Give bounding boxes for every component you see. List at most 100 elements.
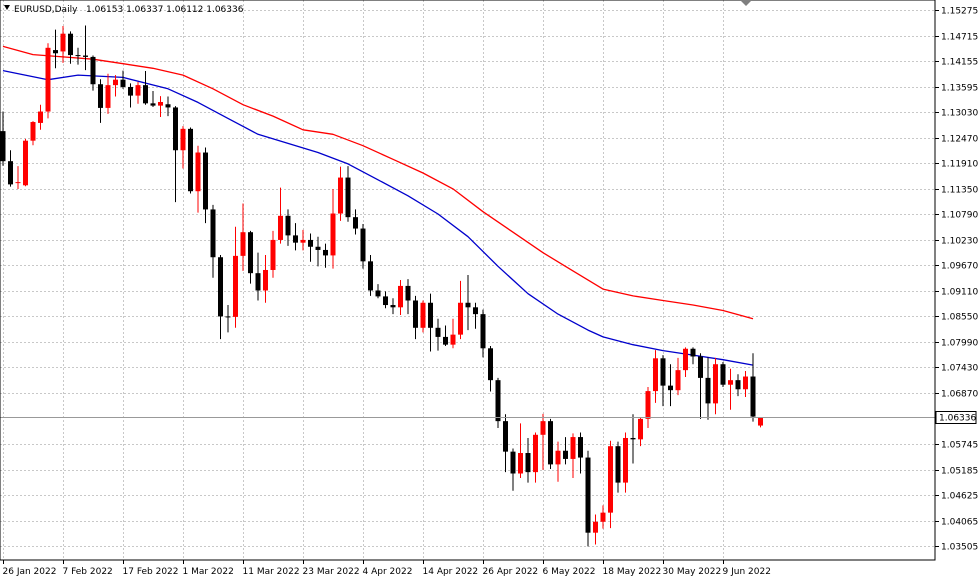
- candle-body: [503, 421, 508, 452]
- price-tick-label: 1.13595: [941, 84, 978, 94]
- candle: [105, 73, 111, 114]
- candle: [390, 298, 396, 315]
- candle-body: [638, 418, 643, 440]
- candle: [413, 295, 418, 340]
- candle-body: [263, 269, 268, 291]
- candle: [623, 432, 628, 493]
- candle-body: [338, 177, 343, 214]
- candle-body: [443, 336, 448, 345]
- candle: [608, 440, 613, 529]
- candle-body: [218, 257, 223, 317]
- candle-body: [413, 300, 418, 328]
- price-tick-label: 1.09110: [941, 288, 978, 298]
- candle: [713, 357, 718, 415]
- candle-body: [173, 107, 178, 151]
- candle: [518, 423, 523, 479]
- candle: [495, 377, 501, 428]
- candle-body: [285, 215, 291, 236]
- price-tick-label: 1.09670: [941, 262, 978, 272]
- candle: [278, 187, 283, 244]
- candle-body: [578, 437, 583, 458]
- candle: [645, 386, 651, 428]
- candle: [503, 414, 508, 473]
- candle: [743, 371, 748, 398]
- chart-shift-marker[interactable]: [741, 1, 751, 6]
- candle: [705, 357, 711, 420]
- candle-body: [225, 316, 231, 318]
- candle-body: [360, 228, 366, 262]
- candle: [38, 104, 43, 130]
- candle-body: [495, 380, 501, 422]
- candle: [698, 353, 703, 419]
- candle-body: [120, 79, 126, 87]
- date-tick-label: 14 Apr 2022: [423, 567, 479, 577]
- grid: [0, 0, 935, 560]
- price-tick-label: 1.04625: [941, 492, 978, 502]
- candle-body: [8, 161, 13, 185]
- candle-body: [248, 232, 253, 274]
- price-tick-label: 1.07990: [941, 339, 978, 349]
- candle: [398, 280, 403, 316]
- candle-body: [555, 450, 561, 465]
- candle: [53, 29, 58, 69]
- candle-body: [713, 364, 718, 404]
- candle-body: [728, 380, 733, 385]
- candle-body: [585, 457, 591, 533]
- candle-body: [743, 376, 748, 390]
- date-tick-label: 30 May 2022: [663, 567, 722, 577]
- candle: [128, 83, 133, 108]
- candle: [375, 284, 381, 299]
- candle-body: [720, 364, 726, 385]
- date-tick-label: 7 Feb 2022: [63, 567, 113, 577]
- candle-body: [278, 215, 283, 240]
- candle: [510, 448, 516, 491]
- candle-body: [563, 450, 568, 459]
- candle-body: [38, 111, 43, 123]
- candle-body: [683, 348, 688, 371]
- date-tick-label: 17 Feb 2022: [123, 567, 179, 577]
- candle: [488, 346, 493, 392]
- candle-body: [480, 314, 486, 349]
- price-axis: 1.15275 1.14715 1.14155 1.13595 1.13030 1.124…: [935, 7, 978, 553]
- candle: [98, 79, 103, 123]
- candle: [218, 254, 223, 340]
- candle-body: [615, 446, 621, 483]
- candle: [540, 413, 546, 470]
- candle: [428, 293, 433, 352]
- plot-border: [0, 0, 936, 561]
- price-tick-label: 1.12470: [941, 135, 978, 145]
- candle: [8, 150, 13, 187]
- price-tick-label: 1.08550: [941, 313, 978, 323]
- candle: [173, 106, 178, 203]
- date-tick-label: 11 Mar 2022: [243, 567, 300, 577]
- candle: [68, 31, 73, 64]
- candle-body: [180, 128, 186, 151]
- candle: [383, 291, 388, 309]
- candle: [360, 224, 366, 269]
- candle: [75, 47, 81, 65]
- ma-fast-line: [2, 69, 754, 366]
- candle-body: [600, 512, 606, 522]
- candle: [585, 450, 591, 547]
- candle-body: [45, 47, 51, 112]
- candle: [458, 280, 463, 340]
- candle-body: [195, 152, 201, 192]
- candle: [293, 223, 298, 251]
- candle: [150, 91, 156, 107]
- candle-body: [113, 79, 118, 86]
- candle: [683, 347, 688, 377]
- candle: [593, 514, 598, 545]
- candle-body: [488, 348, 493, 381]
- ma-slow-line: [2, 45, 754, 320]
- candle-body: [623, 437, 628, 483]
- price-tick-label: 1.14155: [941, 58, 978, 68]
- candle: [443, 325, 448, 347]
- date-tick-label: 9 Jun 2022: [723, 567, 771, 577]
- moving-averages: [2, 45, 754, 366]
- candle-body: [293, 235, 298, 243]
- candle-body: [165, 104, 171, 108]
- candle: [533, 432, 538, 483]
- candle: [638, 417, 643, 447]
